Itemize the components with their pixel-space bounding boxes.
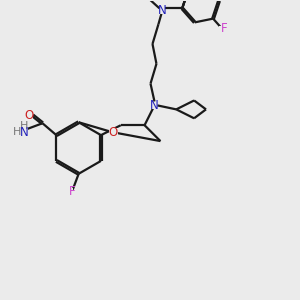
Bar <box>25 112 33 119</box>
Text: N: N <box>20 126 29 139</box>
Text: O: O <box>109 126 118 139</box>
Bar <box>158 7 166 14</box>
Bar <box>10 124 28 133</box>
Text: F: F <box>221 22 228 35</box>
Text: H: H <box>20 121 28 131</box>
Bar <box>219 26 229 32</box>
Bar <box>151 102 158 109</box>
Text: F: F <box>68 185 75 198</box>
Bar <box>109 128 118 136</box>
Text: N: N <box>150 99 159 112</box>
Text: N: N <box>158 4 167 17</box>
Bar <box>64 188 73 196</box>
Text: O: O <box>24 109 33 122</box>
Text: H: H <box>13 127 21 137</box>
